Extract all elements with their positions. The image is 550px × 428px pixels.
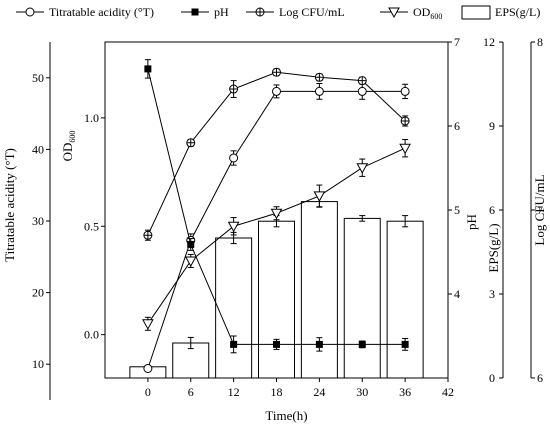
- ph-tick-label: 6: [454, 119, 460, 133]
- titratable-acidity-t-point: [400, 86, 410, 96]
- eps-bar: [215, 237, 253, 379]
- legend-swatch: [461, 5, 491, 20]
- titratable-acidity-t-point: [143, 363, 153, 373]
- ph-point: [401, 340, 409, 348]
- od-tick-label: 0.5: [84, 219, 99, 233]
- ph-tick-label: 4: [454, 287, 460, 301]
- legend-entry: Titratable acidity (°T): [16, 5, 154, 19]
- od600-point: [399, 143, 411, 155]
- logcfu-tick-label: 6: [537, 371, 543, 385]
- x-tick-label: 42: [442, 385, 454, 399]
- titratable-acidity-t-point: [357, 86, 367, 96]
- ph-point: [358, 340, 366, 348]
- od600-point: [142, 319, 154, 330]
- ph-point: [273, 340, 280, 348]
- od600-point: [313, 191, 326, 202]
- eps-tick-label: 6: [489, 203, 495, 217]
- x-tick-label: 24: [313, 385, 325, 399]
- series-lines: [142, 59, 411, 373]
- log-cfu-ml-point-cross: [358, 76, 367, 85]
- legend: Titratable acidity (°T) pH Log CFU/mL OD600…: [16, 5, 540, 21]
- titratable-tick-label: 30: [32, 214, 44, 228]
- log-cfu-ml-point-cross: [229, 85, 238, 94]
- legend-label: OD600: [413, 5, 442, 21]
- legend-entry: OD600: [380, 5, 442, 21]
- x-axis-label: Time(h): [265, 408, 307, 423]
- ph-point: [230, 340, 238, 348]
- od-tick-label: 1.0: [84, 111, 99, 125]
- od600-point: [356, 163, 369, 174]
- titratable-acidity-t-point: [229, 153, 239, 163]
- legend-label: pH: [214, 5, 229, 19]
- od-tick-label: 0.0: [84, 328, 99, 342]
- eps-tick-label: 0: [489, 371, 495, 385]
- titratable-tick-label: 50: [32, 71, 44, 85]
- x-tick-label: 0: [145, 385, 151, 399]
- legend-marker: [191, 8, 199, 16]
- eps-bar: [258, 220, 295, 379]
- ph-tick-label: 7: [454, 35, 460, 49]
- od-axis-label: OD600: [60, 131, 77, 162]
- logcfu-tick-label: 7: [537, 203, 543, 217]
- x-tick-label: 6: [188, 385, 194, 399]
- ph-point: [144, 65, 152, 73]
- legend-label: EPS(g/L): [495, 5, 540, 19]
- od600-point: [227, 221, 240, 233]
- legend-marker-cross: [256, 8, 264, 16]
- legend-label: Log CFU/mL: [279, 5, 345, 19]
- legend-marker: [388, 7, 400, 19]
- legend-entry: EPS(g/L): [461, 5, 540, 20]
- od600-series: [142, 139, 411, 331]
- log-cfu-ml-point-cross: [143, 231, 152, 240]
- x-tick-label: 12: [228, 385, 240, 399]
- legend-entry: pH: [181, 5, 229, 19]
- titratable-tick-label: 40: [32, 142, 44, 156]
- log-cfu-ml-point-cross: [186, 138, 195, 147]
- titratable-axis-label: Titratable acidity (°T): [2, 148, 17, 262]
- x-tick-label: 36: [399, 385, 411, 399]
- ph-axis-label: pH: [464, 214, 479, 230]
- log-cfu-ml-point-cross: [315, 73, 324, 82]
- legend-label: Titratable acidity (°T): [49, 5, 154, 19]
- eps-tick-label: 9: [489, 119, 495, 133]
- logcfu-axis-label: Log CFU/mL: [532, 174, 547, 245]
- ph-series: [144, 59, 409, 354]
- titratable-acidity-t-point: [314, 86, 324, 96]
- x-tick-label: 30: [356, 385, 368, 399]
- titratable-acidity-t-point: [272, 86, 281, 96]
- eps-axis-label: EPS(g/L): [486, 223, 501, 272]
- eps-bar: [343, 217, 381, 379]
- logcfu-tick-label: 8: [537, 35, 543, 49]
- legend-marker: [25, 7, 35, 17]
- ph-point: [315, 340, 323, 348]
- axes: 0 6 12 18 24 30 36 42Time(h)10203040500.00.51.0…: [2, 35, 547, 423]
- eps-tick-label: 12: [483, 35, 495, 49]
- eps-bar: [386, 220, 424, 379]
- legend-entry: Log CFU/mL: [246, 5, 345, 19]
- od600-point: [270, 208, 283, 220]
- eps-bars: [129, 195, 424, 379]
- ph-point: [187, 240, 195, 248]
- legend-subscript: 600: [430, 12, 442, 21]
- eps-tick-label: 3: [489, 287, 495, 301]
- ph-tick-label: 5: [454, 203, 460, 217]
- titratable-tick-label: 20: [32, 286, 44, 300]
- titratable-tick-label: 10: [32, 357, 44, 371]
- x-tick-label: 18: [271, 385, 283, 399]
- od600-point: [184, 256, 197, 267]
- log-cfu-ml-point-cross: [401, 116, 410, 125]
- log-cfu-ml-point-cross: [272, 68, 281, 77]
- od-axis-label-subscript: 600: [68, 131, 77, 143]
- log-cfu-ml-series: [143, 67, 410, 241]
